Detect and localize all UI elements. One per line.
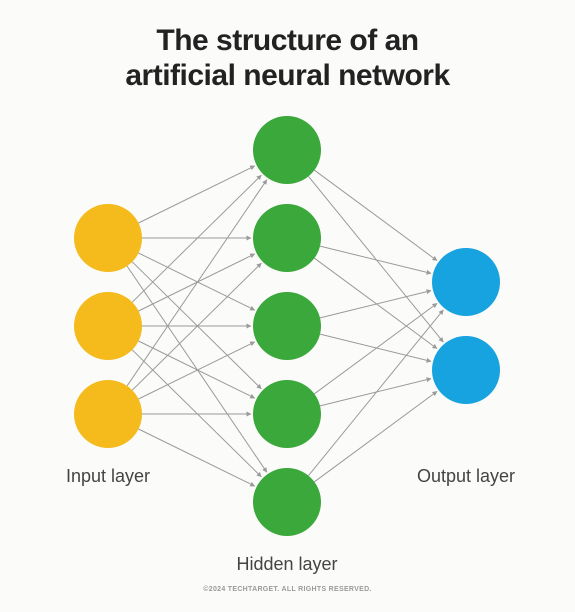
edge <box>314 170 437 260</box>
edge <box>314 303 437 393</box>
edge <box>139 166 255 223</box>
edge <box>320 334 431 361</box>
edge <box>127 180 267 386</box>
output-layer-label: Output layer <box>386 466 546 487</box>
hidden-node <box>253 204 321 272</box>
edge <box>320 291 431 318</box>
edge <box>127 266 267 472</box>
edge <box>320 246 431 273</box>
diagram-canvas: The structure of an artificial neural ne… <box>0 0 575 612</box>
copyright-footer: ©2024 TECHTARGET. ALL RIGHTS RESERVED. <box>0 586 575 593</box>
edge <box>320 379 431 406</box>
edge <box>314 258 437 348</box>
output-node <box>432 248 500 316</box>
input-node <box>74 380 142 448</box>
edge <box>309 176 444 342</box>
input-layer-label: Input layer <box>28 466 188 487</box>
input-node <box>74 204 142 272</box>
edge <box>309 310 444 476</box>
input-node <box>74 292 142 360</box>
hidden-node <box>253 116 321 184</box>
hidden-node <box>253 468 321 536</box>
hidden-node <box>253 292 321 360</box>
hidden-node <box>253 380 321 448</box>
edge <box>139 254 255 311</box>
edge <box>139 253 255 310</box>
network-svg <box>0 0 575 612</box>
edge <box>139 341 255 398</box>
edge <box>139 342 255 399</box>
output-node <box>432 336 500 404</box>
hidden-layer-label: Hidden layer <box>207 554 367 575</box>
